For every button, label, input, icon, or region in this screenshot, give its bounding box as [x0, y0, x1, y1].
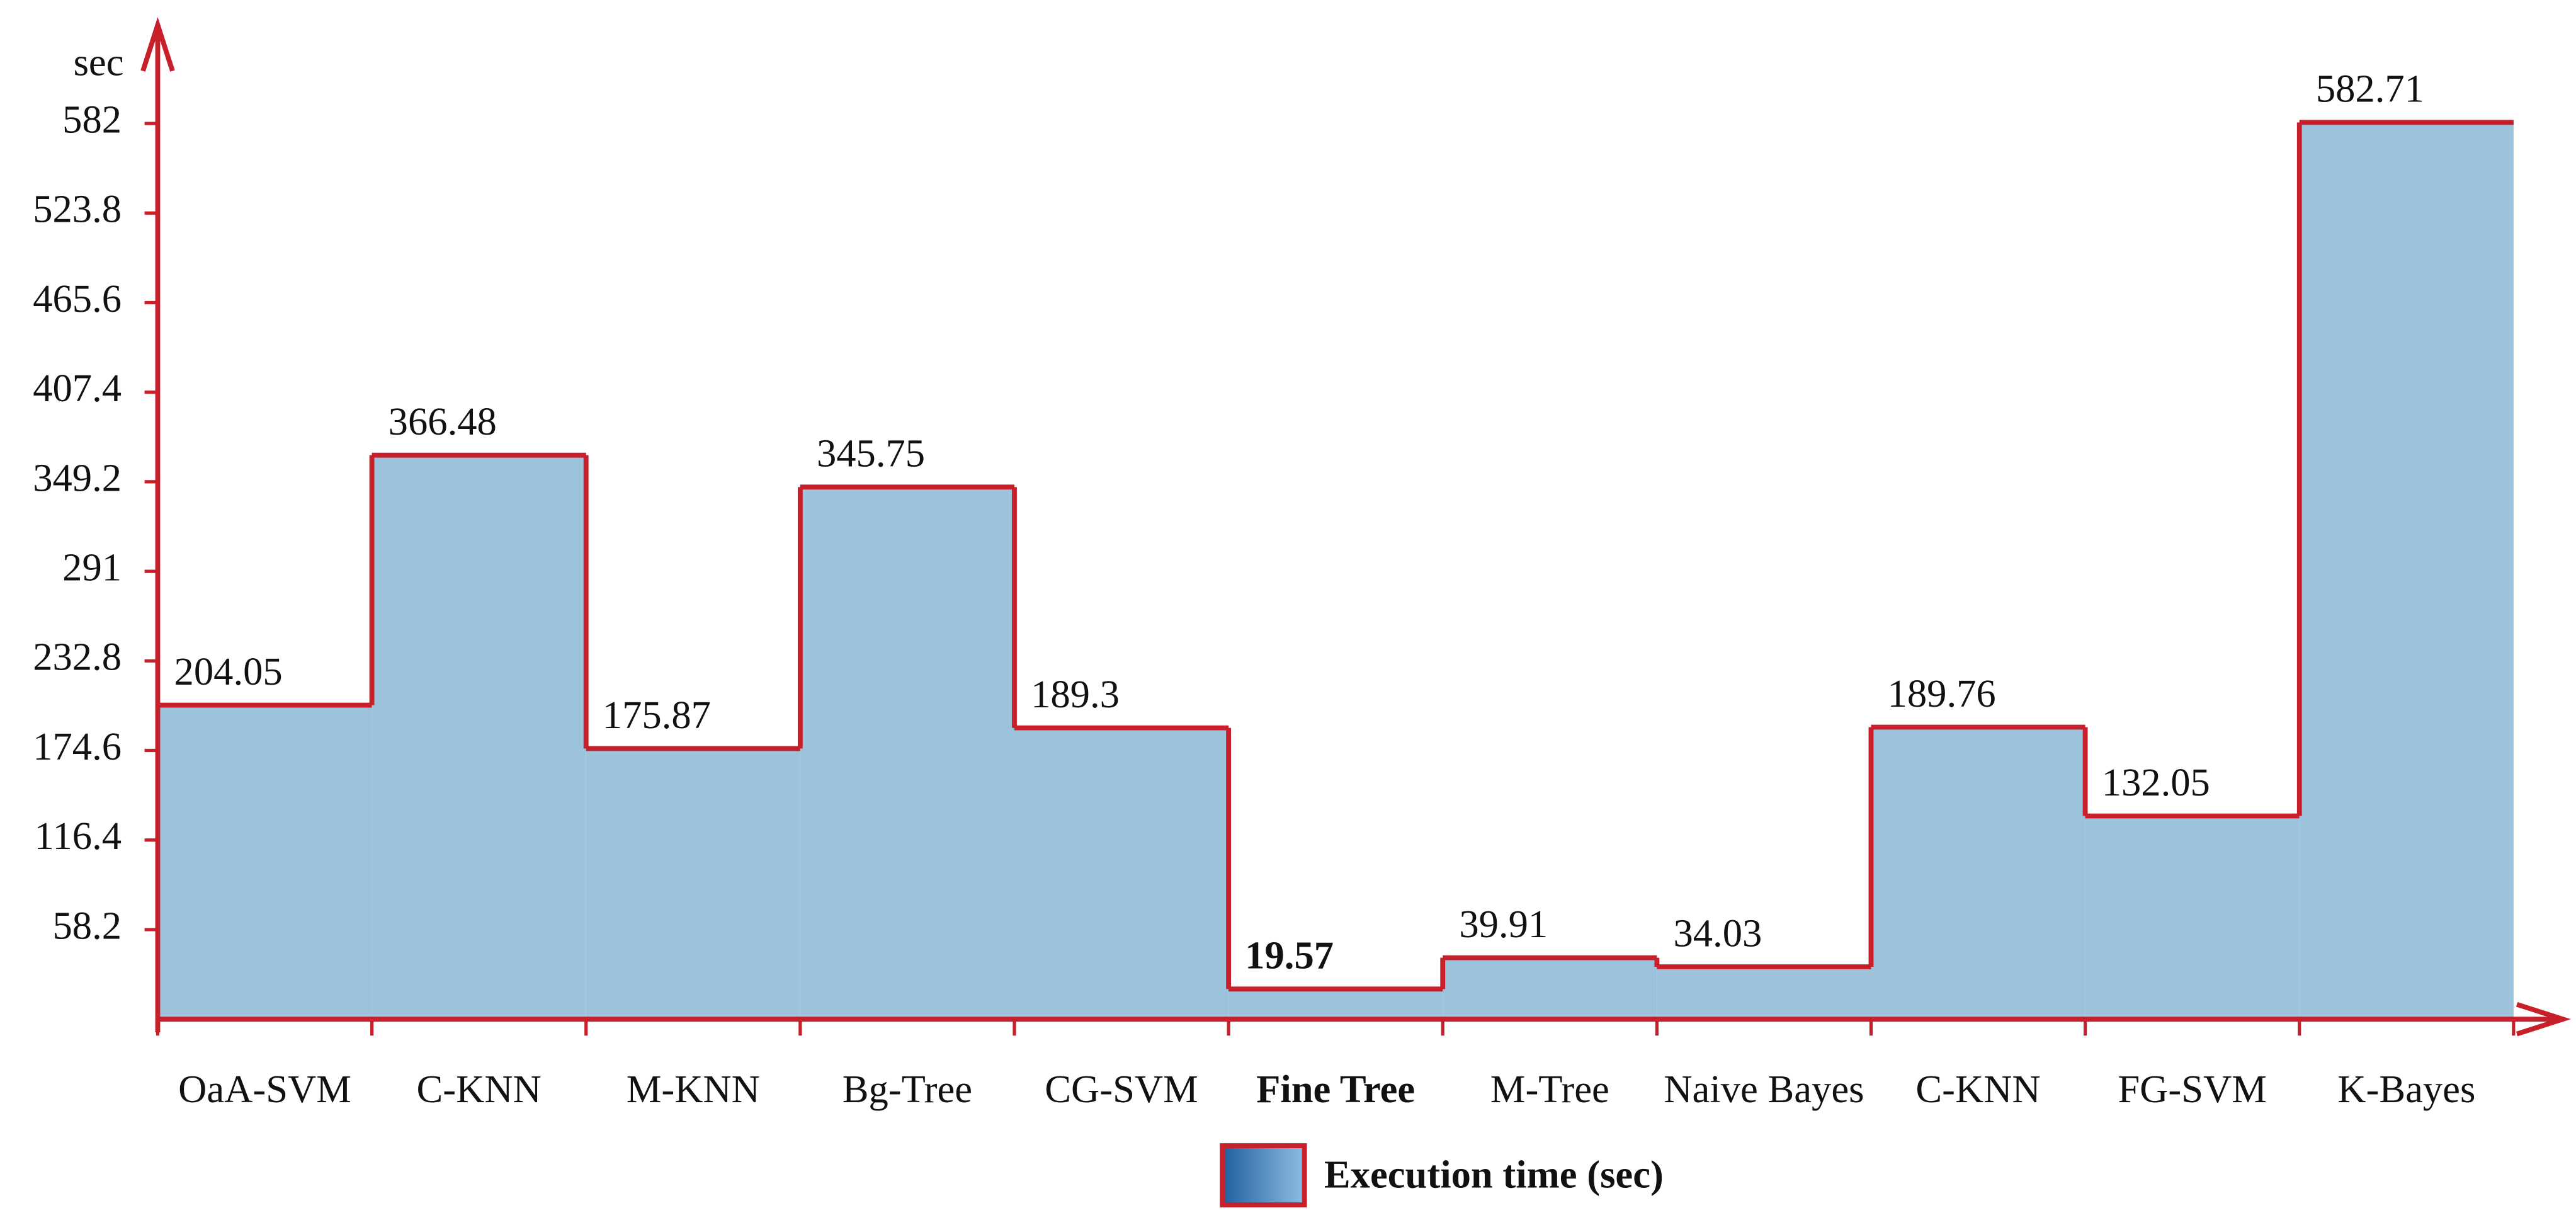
value-label: 175.87	[603, 693, 711, 737]
y-axis-arrow	[140, 16, 175, 72]
x-tick-label: CG-SVM	[1045, 1067, 1198, 1111]
area-step	[372, 455, 586, 1020]
y-axis-label: sec	[74, 40, 124, 84]
x-tick-label: OaA-SVM	[178, 1067, 351, 1111]
y-tick-label: 349.2	[33, 455, 122, 499]
x-tick-label: Naive Bayes	[1664, 1067, 1864, 1111]
x-axis-arrow	[2516, 1001, 2571, 1037]
y-tick-label: 58.2	[52, 903, 122, 947]
x-tick-label: C-KNN	[417, 1067, 542, 1111]
area-step	[1014, 727, 1229, 1020]
area-step	[2299, 122, 2514, 1020]
x-tick-label: K-Bayes	[2337, 1067, 2475, 1111]
value-label: 582.71	[2316, 67, 2424, 111]
x-tick-label: Fine Tree	[1256, 1067, 1415, 1111]
x-tick-label: FG-SVM	[2118, 1067, 2267, 1111]
y-tick-label: 465.6	[33, 276, 122, 321]
y-tick-label: 582	[62, 97, 122, 141]
area-step	[157, 705, 372, 1020]
value-label: 19.57	[1245, 933, 1334, 978]
value-label: 189.76	[1888, 671, 1996, 715]
area-step	[1443, 957, 1657, 1020]
y-tick-label: 291	[62, 545, 122, 589]
x-tick-label: M-KNN	[627, 1067, 760, 1111]
legend-label: Execution time (sec)	[1324, 1153, 1664, 1197]
area-step	[586, 748, 800, 1020]
x-tick-label: Bg-Tree	[843, 1067, 972, 1111]
legend-swatch	[1220, 1143, 1307, 1207]
area-step	[1871, 727, 2085, 1020]
y-tick-label: 116.4	[35, 814, 122, 858]
value-label: 366.48	[389, 399, 497, 443]
area-step	[1657, 967, 1871, 1020]
value-label: 34.03	[1673, 911, 1762, 955]
y-tick-label: 232.8	[33, 635, 122, 679]
area-step	[1228, 989, 1443, 1020]
x-tick-label: M-Tree	[1490, 1067, 1609, 1111]
area-step	[800, 487, 1014, 1020]
value-label: 189.3	[1031, 672, 1120, 716]
value-label: 39.91	[1459, 902, 1548, 946]
value-label: 345.75	[817, 431, 925, 476]
value-label: 132.05	[2102, 760, 2210, 804]
y-tick-label: 174.6	[33, 724, 122, 768]
x-tick-label: C-KNN	[1915, 1067, 2040, 1111]
area-step	[2085, 816, 2300, 1020]
y-tick-label: 407.4	[33, 366, 122, 410]
value-label: 204.05	[174, 649, 283, 693]
y-tick-label: 523.8	[33, 187, 122, 231]
